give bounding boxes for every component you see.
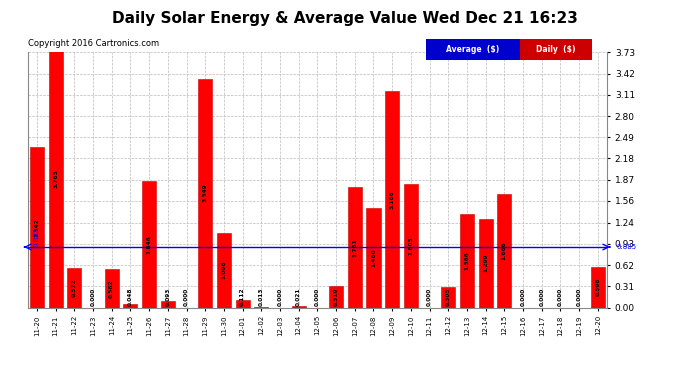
Bar: [329, 286, 343, 308]
Text: 0.000: 0.000: [315, 288, 320, 306]
Bar: [142, 181, 156, 308]
Text: 0.021: 0.021: [296, 288, 302, 306]
Text: 0.013: 0.013: [259, 288, 264, 306]
Text: Copyright 2016 Cartronics.com: Copyright 2016 Cartronics.com: [28, 39, 159, 48]
Bar: [404, 184, 418, 308]
Text: 1.846: 1.846: [147, 235, 152, 254]
Bar: [460, 214, 474, 308]
Bar: [366, 208, 380, 308]
Text: Average  ($): Average ($): [446, 45, 500, 54]
Bar: [292, 306, 306, 308]
Text: 0.572: 0.572: [72, 279, 77, 297]
Text: 0.319: 0.319: [333, 287, 339, 306]
Bar: [105, 269, 119, 308]
Bar: [348, 187, 362, 308]
Text: 1.366: 1.366: [464, 251, 469, 270]
Text: 3.349: 3.349: [203, 184, 208, 203]
Text: 0.000: 0.000: [277, 288, 282, 306]
Text: 0.598: 0.598: [595, 278, 600, 296]
Text: 2.342: 2.342: [34, 218, 39, 237]
Bar: [497, 194, 511, 308]
Bar: [124, 304, 137, 307]
Text: 0.093: 0.093: [166, 288, 170, 306]
Text: 0.000: 0.000: [184, 288, 189, 306]
Text: 1.299: 1.299: [483, 254, 488, 272]
Text: 3.166: 3.166: [390, 190, 395, 209]
Bar: [255, 307, 268, 308]
Text: Daily Solar Energy & Average Value Wed Dec 21 16:23: Daily Solar Energy & Average Value Wed D…: [112, 11, 578, 26]
Bar: [198, 78, 213, 308]
Text: 0.885: 0.885: [617, 244, 637, 250]
Text: 1.761: 1.761: [353, 238, 357, 256]
Bar: [442, 286, 455, 308]
Bar: [30, 147, 44, 308]
Text: 0.885: 0.885: [34, 227, 40, 247]
Text: 0.000: 0.000: [558, 288, 563, 306]
Bar: [68, 268, 81, 308]
Text: 1.666: 1.666: [502, 241, 507, 260]
Bar: [161, 301, 175, 307]
Bar: [48, 50, 63, 308]
Text: 0.305: 0.305: [446, 288, 451, 306]
Text: 1.803: 1.803: [408, 237, 413, 255]
Text: 0.112: 0.112: [240, 288, 245, 306]
Text: 0.000: 0.000: [427, 288, 432, 306]
Text: 1.460: 1.460: [371, 248, 376, 267]
Text: 3.763: 3.763: [53, 170, 58, 188]
Bar: [591, 267, 605, 308]
Text: Daily  ($): Daily ($): [536, 45, 575, 54]
Text: 0.562: 0.562: [109, 279, 115, 298]
Text: 1.096: 1.096: [221, 261, 226, 279]
Bar: [235, 300, 250, 307]
Text: 0.048: 0.048: [128, 288, 133, 306]
Text: 0.000: 0.000: [577, 288, 582, 306]
Text: 0.000: 0.000: [90, 288, 95, 306]
Bar: [217, 232, 231, 308]
Text: 0.000: 0.000: [540, 288, 544, 306]
Bar: [479, 219, 493, 308]
Text: 0.000: 0.000: [520, 288, 526, 306]
Bar: [385, 91, 400, 308]
